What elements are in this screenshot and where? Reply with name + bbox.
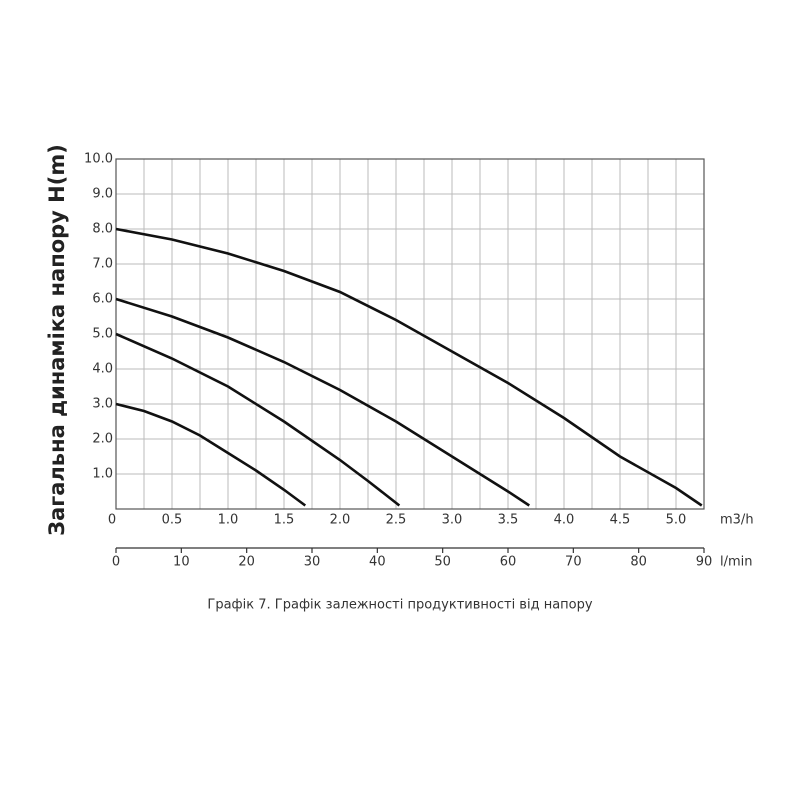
curve: [115, 402, 307, 507]
x2-tick-label: 20: [238, 555, 255, 570]
caption: Графік 7. Графік залежності продуктивнос…: [207, 598, 592, 613]
x-tick-label: 0: [108, 513, 116, 528]
y-tick-label: 3.0: [92, 397, 113, 412]
x-tick-label: 2.0: [330, 513, 351, 528]
x2-tick-label: 30: [304, 555, 321, 570]
y-axis-label: Загальна динаміка напору H(m): [45, 144, 69, 536]
y-tick-label: 7.0: [92, 257, 113, 272]
y-tick-label: 4.0: [92, 362, 113, 377]
x2-tick-label: 10: [173, 555, 190, 570]
curve: [115, 227, 703, 507]
y-tick-label: 10.0: [84, 152, 113, 167]
x2-tick-label: 40: [369, 555, 386, 570]
x2-unit: l/min: [720, 555, 753, 570]
x-tick-label: 2.5: [386, 513, 407, 528]
x-tick-label: 1.5: [274, 513, 295, 528]
x2-tick-label: 70: [565, 555, 582, 570]
y-tick-label: 6.0: [92, 292, 113, 307]
x-tick-label: 0.5: [162, 513, 183, 528]
curve: [115, 332, 401, 507]
y-tick-label: 1.0: [92, 467, 113, 482]
y-tick-label: 8.0: [92, 222, 113, 237]
y-tick-label: 9.0: [92, 187, 113, 202]
y-tick-label: 2.0: [92, 432, 113, 447]
y-tick-label: 5.0: [92, 327, 113, 342]
x2-tick-label: 90: [696, 555, 713, 570]
x-tick-label: 4.0: [554, 513, 575, 528]
x-tick-label: 3.0: [442, 513, 463, 528]
x2-tick-label: 60: [500, 555, 517, 570]
x-tick-label: 4.5: [610, 513, 631, 528]
x-tick-label: 3.5: [498, 513, 519, 528]
x-tick-label: 1.0: [218, 513, 239, 528]
curve: [115, 297, 530, 507]
x2-tick-label: 80: [630, 555, 647, 570]
x-tick-label: 5.0: [666, 513, 687, 528]
x2-tick-label: 0: [112, 555, 120, 570]
x2-tick-label: 50: [434, 555, 451, 570]
x-unit: m3/h: [720, 513, 754, 528]
